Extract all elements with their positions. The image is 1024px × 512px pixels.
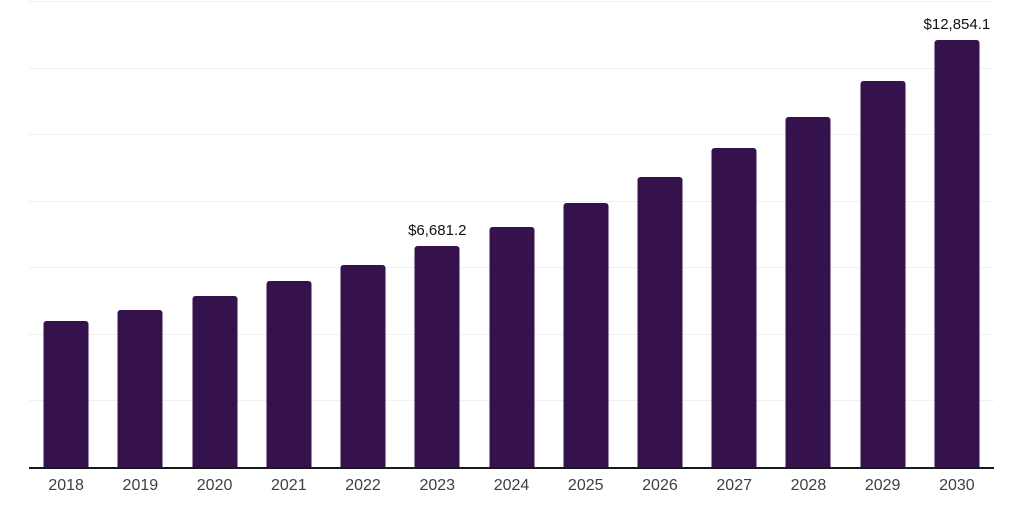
x-tick-2029: 2029: [864, 477, 901, 494]
x-tick-2022: 2022: [345, 477, 381, 494]
bar-2029: [860, 80, 906, 468]
gridline-14000: [29, 1, 994, 2]
x-tick-2020: 2020: [196, 477, 233, 494]
bar-2027: [711, 148, 757, 468]
x-tick-2018: 2018: [48, 477, 84, 494]
x-tick-2021: 2021: [271, 477, 307, 494]
x-tick-2030: 2030: [939, 477, 975, 494]
plot-area: $6,681.2 $12,854.1: [29, 1, 994, 469]
bar-2030: [934, 40, 980, 468]
bar-2023: [414, 245, 460, 468]
x-tick-2024: 2024: [493, 477, 530, 494]
data-label-2023: $6,681.2: [408, 221, 467, 239]
gridline-10000: [29, 134, 994, 136]
bar-2024: [489, 226, 534, 468]
bar-2019: [117, 309, 163, 468]
x-axis-ticks: 2018 2019 2020 2021 2022 2023 2024 2025 2026 2027…: [29, 477, 994, 507]
x-tick-2028: 2028: [790, 477, 827, 494]
bar-2022: [340, 264, 386, 468]
bar-2025: [563, 203, 609, 468]
x-axis-line: [29, 467, 994, 469]
bar-2028: [785, 116, 831, 468]
x-tick-2023: 2023: [419, 477, 456, 494]
data-label-2030: $12,854.1: [923, 16, 991, 34]
gridline-8000: [29, 200, 994, 202]
x-tick-2027: 2027: [716, 477, 752, 494]
x-tick-2026: 2026: [642, 477, 678, 494]
gridline-12000: [29, 67, 994, 69]
bar-2018: [43, 321, 89, 468]
bar-2021: [266, 281, 312, 468]
x-tick-2019: 2019: [122, 477, 159, 494]
bar-2020: [192, 296, 238, 468]
x-tick-2025: 2025: [567, 477, 604, 494]
bar-2026: [637, 177, 683, 468]
